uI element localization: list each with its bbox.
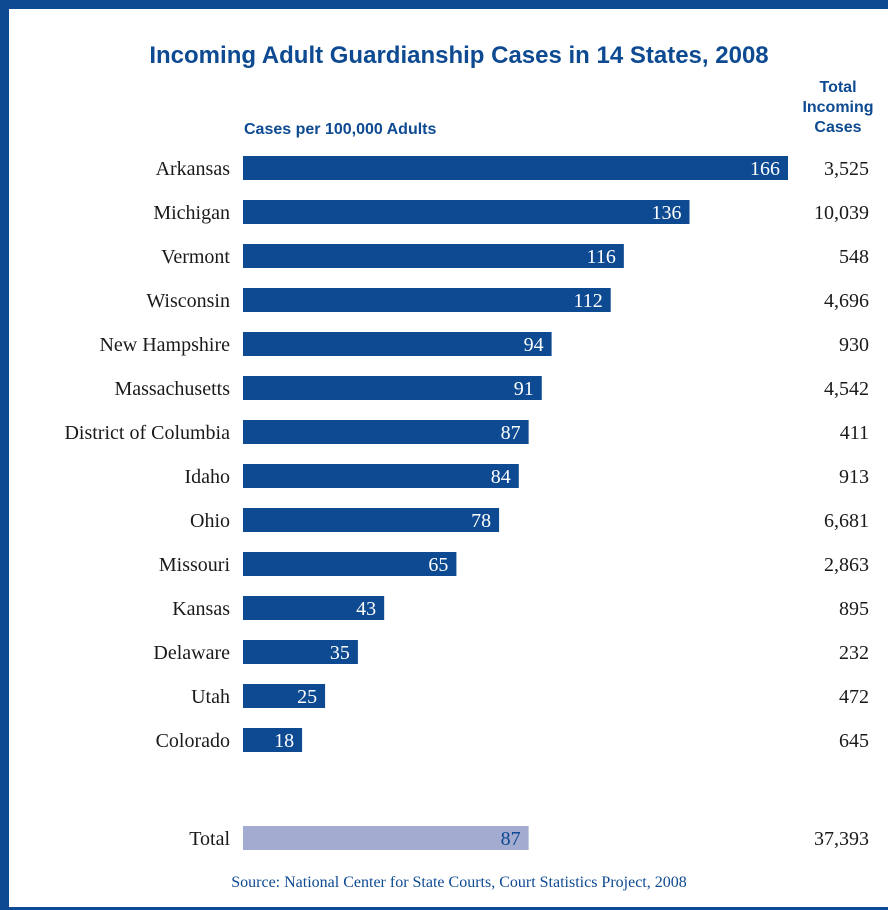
- bar-value-label: 112: [573, 290, 602, 312]
- category-label: Colorado: [156, 730, 230, 752]
- bar: [243, 464, 519, 488]
- bar-value-label: 91: [514, 378, 534, 400]
- total-cases-value: 645: [839, 730, 869, 752]
- total-cases-value: 895: [839, 598, 869, 620]
- chart-subtitle: Cases per 100,000 Adults: [244, 121, 437, 138]
- total-cases-value: 4,542: [824, 378, 869, 400]
- bar-value-label: 18: [274, 730, 294, 752]
- total-cases-value: 3,525: [824, 158, 869, 180]
- total-cases-value: 548: [839, 246, 869, 268]
- bar-value-label: 35: [330, 642, 350, 664]
- category-label: Missouri: [159, 554, 231, 576]
- source-note: Source: National Center for State Courts…: [231, 874, 687, 891]
- category-label: Massachusetts: [114, 378, 230, 400]
- total-cases-value: 411: [840, 422, 869, 444]
- total-cases-value: 10,039: [814, 202, 869, 224]
- bar: [243, 420, 529, 444]
- category-label: Kansas: [172, 598, 230, 620]
- category-label: Delaware: [153, 642, 230, 664]
- bar-value-label: 25: [297, 686, 317, 708]
- right-column-header-line: Incoming: [802, 99, 874, 116]
- bar: [243, 376, 542, 400]
- bar: [243, 596, 385, 620]
- bar: [243, 288, 611, 312]
- bar: [243, 156, 788, 180]
- category-label: Ohio: [190, 510, 230, 532]
- category-label: Michigan: [153, 202, 230, 224]
- bar: [243, 244, 624, 268]
- bar: [243, 640, 358, 664]
- bar-value-label: 166: [750, 158, 780, 180]
- total-cases-value: 232: [839, 642, 869, 664]
- bar-value-label: 78: [471, 510, 491, 532]
- bar-value-label: 43: [356, 598, 376, 620]
- bar-value-label: 65: [428, 554, 448, 576]
- right-column-header-line: Cases: [814, 119, 862, 136]
- category-label: Arkansas: [156, 158, 231, 180]
- bar: [243, 332, 552, 356]
- category-label: Utah: [191, 686, 230, 708]
- bar: [243, 684, 326, 708]
- total-cases-value-total: 37,393: [814, 828, 869, 850]
- total-cases-value: 4,696: [824, 290, 869, 312]
- bar-value-label: 94: [524, 334, 544, 356]
- bar-value-label: 87: [501, 422, 521, 444]
- bar: [243, 728, 303, 752]
- bar: [243, 552, 457, 576]
- total-cases-value: 930: [839, 334, 869, 356]
- total-cases-value: 472: [839, 686, 869, 708]
- right-column-header-line: Total: [819, 79, 857, 96]
- total-cases-value: 6,681: [824, 510, 869, 532]
- total-cases-value: 2,863: [824, 554, 869, 576]
- category-label: District of Columbia: [64, 422, 230, 444]
- chart-title: Incoming Adult Guardianship Cases in 14 …: [149, 42, 769, 69]
- category-label: Wisconsin: [146, 290, 230, 312]
- bar: [243, 200, 690, 224]
- total-cases-value: 913: [839, 466, 869, 488]
- bar-value-label-total: 87: [501, 828, 521, 850]
- bar-value-label: 136: [652, 202, 682, 224]
- bar: [243, 508, 500, 532]
- category-label: Vermont: [161, 246, 230, 268]
- category-label: New Hampshire: [99, 334, 230, 356]
- bar-value-label: 116: [587, 246, 616, 268]
- bar-value-label: 84: [491, 466, 511, 488]
- category-label: Idaho: [184, 466, 230, 488]
- right-column-header: Total Incoming Cases: [790, 78, 886, 138]
- category-label-total: Total: [189, 828, 230, 850]
- bar-total: [243, 826, 529, 850]
